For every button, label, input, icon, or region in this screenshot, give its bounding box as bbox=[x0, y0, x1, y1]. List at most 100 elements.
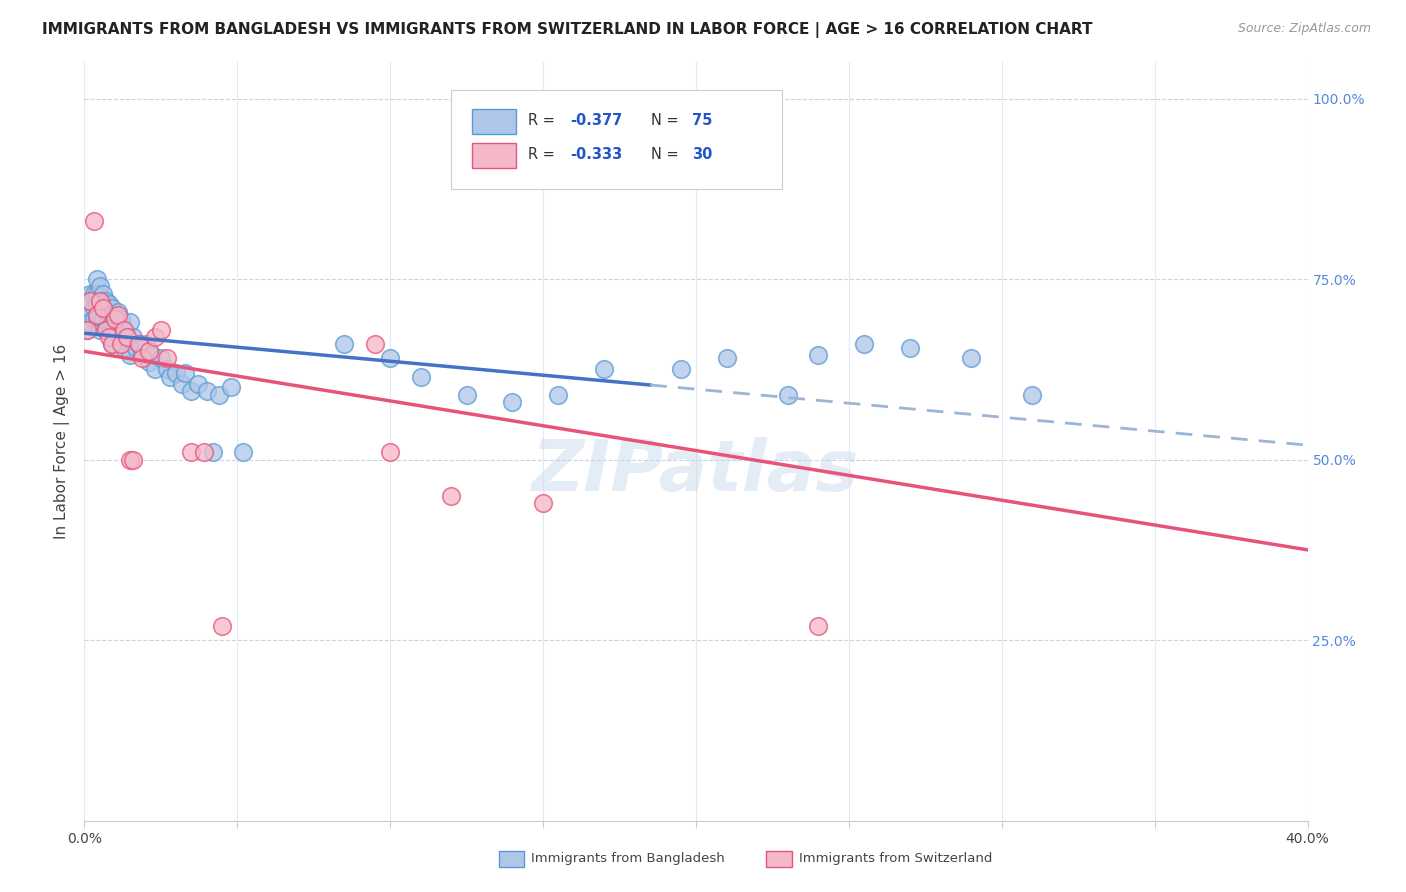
Point bbox=[440, 489, 463, 503]
Point bbox=[115, 330, 138, 344]
Point bbox=[156, 362, 179, 376]
Point bbox=[502, 394, 524, 409]
Point bbox=[172, 376, 194, 391]
Point bbox=[112, 341, 135, 355]
Point bbox=[94, 304, 117, 318]
Point bbox=[115, 330, 138, 344]
Point bbox=[593, 362, 616, 376]
Point bbox=[409, 369, 432, 384]
Point bbox=[232, 445, 254, 459]
Point bbox=[135, 337, 157, 351]
Point bbox=[156, 351, 179, 366]
Point bbox=[186, 376, 208, 391]
Point bbox=[91, 301, 114, 315]
Bar bbox=[472, 109, 516, 134]
Point bbox=[110, 311, 132, 326]
Point bbox=[97, 308, 120, 322]
Point bbox=[120, 452, 142, 467]
Point bbox=[128, 337, 150, 351]
Point bbox=[547, 387, 569, 401]
Point bbox=[898, 341, 921, 355]
Point bbox=[86, 286, 108, 301]
Point bbox=[380, 445, 402, 459]
Point bbox=[83, 286, 105, 301]
Point bbox=[122, 330, 145, 344]
Point bbox=[131, 348, 153, 362]
Point bbox=[89, 293, 111, 308]
Point bbox=[180, 445, 202, 459]
Point bbox=[79, 293, 101, 308]
Point bbox=[138, 344, 160, 359]
Point bbox=[91, 297, 114, 311]
Point bbox=[89, 308, 111, 322]
Point bbox=[101, 337, 124, 351]
Point bbox=[107, 308, 129, 322]
Point bbox=[83, 214, 105, 228]
Point bbox=[97, 330, 120, 344]
Point bbox=[716, 351, 738, 366]
Point bbox=[107, 326, 129, 341]
Point bbox=[143, 330, 166, 344]
Y-axis label: In Labor Force | Age > 16: In Labor Force | Age > 16 bbox=[55, 344, 70, 539]
Point bbox=[141, 348, 163, 362]
Point bbox=[174, 366, 197, 380]
Point bbox=[333, 337, 356, 351]
Point bbox=[193, 445, 215, 459]
Point bbox=[110, 337, 132, 351]
Text: 30: 30 bbox=[692, 147, 713, 162]
Text: R =: R = bbox=[529, 113, 560, 128]
Point bbox=[201, 445, 224, 459]
Point bbox=[79, 286, 101, 301]
Point bbox=[456, 387, 478, 401]
Point bbox=[94, 293, 117, 308]
Point bbox=[97, 326, 120, 341]
Point bbox=[76, 308, 98, 322]
Point bbox=[364, 337, 387, 351]
Point bbox=[180, 384, 202, 398]
Text: R =: R = bbox=[529, 147, 560, 162]
Point bbox=[120, 348, 142, 362]
Point bbox=[76, 323, 98, 337]
Point bbox=[86, 297, 108, 311]
Point bbox=[195, 384, 218, 398]
Point bbox=[91, 311, 114, 326]
Point bbox=[104, 311, 127, 326]
Point bbox=[89, 279, 111, 293]
Text: Source: ZipAtlas.com: Source: ZipAtlas.com bbox=[1237, 22, 1371, 36]
Point bbox=[165, 366, 187, 380]
Point bbox=[380, 351, 402, 366]
Point bbox=[76, 323, 98, 337]
Point bbox=[143, 362, 166, 376]
Point bbox=[208, 387, 231, 401]
Point bbox=[101, 301, 124, 315]
Point bbox=[89, 323, 111, 337]
Point bbox=[211, 618, 233, 632]
Point bbox=[83, 301, 105, 315]
Point bbox=[149, 323, 172, 337]
Point bbox=[86, 308, 108, 322]
Point bbox=[138, 355, 160, 369]
FancyBboxPatch shape bbox=[451, 90, 782, 189]
Point bbox=[86, 311, 108, 326]
Text: Immigrants from Switzerland: Immigrants from Switzerland bbox=[799, 853, 993, 865]
Point bbox=[669, 362, 692, 376]
Point bbox=[853, 337, 876, 351]
Point bbox=[131, 351, 153, 366]
Point bbox=[1021, 387, 1043, 401]
Point bbox=[94, 323, 117, 337]
Point bbox=[97, 297, 120, 311]
Text: N =: N = bbox=[651, 147, 683, 162]
Point bbox=[112, 323, 135, 337]
Point bbox=[807, 618, 830, 632]
Text: 75: 75 bbox=[692, 113, 713, 128]
Text: ZIPatlas: ZIPatlas bbox=[533, 437, 859, 507]
Point bbox=[94, 318, 117, 333]
Point bbox=[219, 380, 242, 394]
Point bbox=[807, 348, 830, 362]
Point bbox=[149, 351, 172, 366]
Point bbox=[79, 293, 101, 308]
Point bbox=[107, 304, 129, 318]
Point bbox=[91, 286, 114, 301]
Point bbox=[776, 387, 799, 401]
Point bbox=[79, 315, 101, 329]
